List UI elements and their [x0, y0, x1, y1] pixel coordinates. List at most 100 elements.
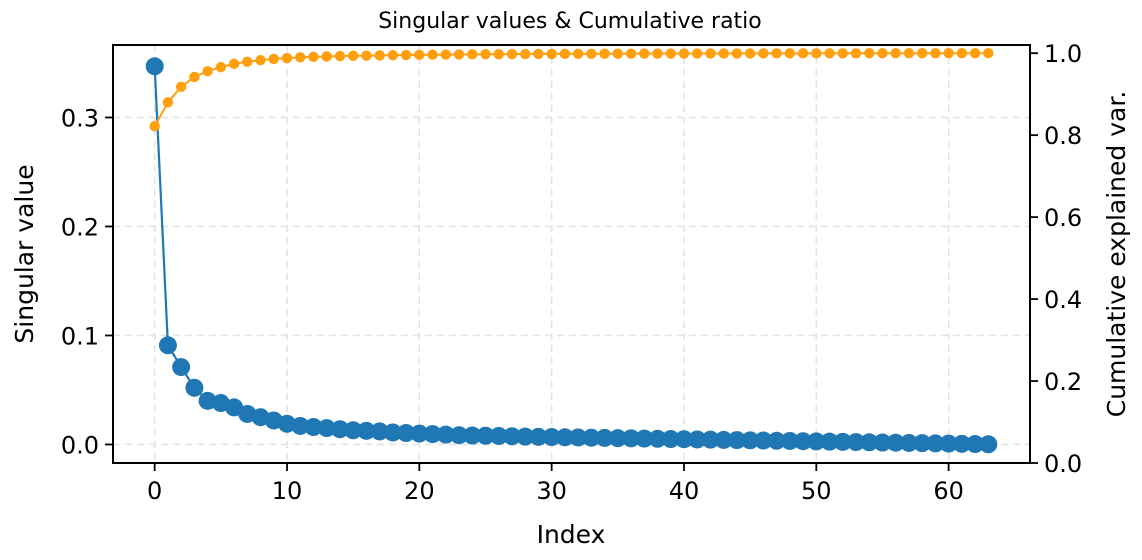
singular-value-point — [979, 435, 998, 454]
singular-value-point — [860, 433, 879, 452]
cumulative-point — [347, 50, 359, 62]
x-axis-label: Index — [537, 520, 606, 549]
singular-value-point — [608, 429, 627, 448]
singular-value-point — [516, 427, 535, 446]
singular-value-point — [635, 429, 654, 448]
singular-value-point — [370, 422, 389, 441]
singular-value-point — [873, 433, 892, 452]
singular-value-point — [833, 432, 852, 451]
cumulative-point — [493, 48, 504, 60]
y2-tick-label: 0.4 — [1044, 286, 1082, 314]
cumulative-point — [506, 48, 518, 60]
singular-value-point — [185, 378, 204, 397]
singular-value-series-line — [153, 66, 989, 446]
singular-value-line — [153, 66, 989, 446]
singular-value-point — [278, 414, 297, 433]
cumulative-point — [572, 48, 584, 60]
cumulative-point — [334, 50, 346, 62]
x-tick-label: 30 — [536, 477, 567, 505]
singular-value-point — [383, 423, 402, 442]
cumulative-point — [771, 48, 782, 59]
cumulative-point — [890, 48, 901, 59]
chart-title: Singular values & Cumulative ratio — [378, 9, 762, 34]
cumulative-point — [692, 48, 703, 59]
x-tick-label: 40 — [669, 477, 700, 505]
singular-value-point — [794, 432, 813, 451]
cumulative-point — [956, 47, 968, 59]
cumulative-point — [678, 48, 690, 59]
y2-axis-label: Cumulative explained var. — [1102, 91, 1131, 418]
cumulative-point — [969, 47, 981, 59]
cumulative-point — [758, 48, 769, 59]
y-tick-label: 0.1 — [61, 322, 99, 350]
singular-value-point — [966, 435, 985, 454]
y-tick-label: 0.2 — [61, 213, 99, 241]
singular-value-point — [674, 430, 693, 449]
cumulative-line — [153, 52, 989, 127]
axes: 0 10 20 30 40 50 60 0.0 0.1 0.2 0.3 0.0 0.2 0.4 0.6 0.8… — [61, 40, 1082, 505]
singular-value-point — [410, 424, 429, 443]
cumulative-point — [652, 48, 663, 59]
singular-value-point — [886, 433, 905, 452]
singular-value-point — [304, 418, 323, 437]
singular-value-point — [555, 428, 574, 447]
singular-value-point — [357, 421, 376, 440]
cumulative-point — [533, 48, 544, 60]
singular-value-point — [158, 336, 177, 355]
x-tick-label: 20 — [404, 477, 435, 505]
x-tick-label: 10 — [272, 477, 303, 505]
y2-tick-label: 0.2 — [1044, 368, 1082, 396]
cumulative-point — [242, 56, 253, 68]
singular-value-point — [807, 432, 826, 451]
singular-value-point — [846, 433, 865, 452]
cumulative-point — [612, 48, 624, 59]
cumulative-point — [202, 66, 213, 77]
y2-tick-label: 0.8 — [1044, 122, 1082, 150]
cumulative-point — [599, 48, 610, 59]
y2-tick-label: 0.6 — [1044, 204, 1082, 232]
cumulative-point — [321, 51, 332, 62]
singular-value-point — [529, 427, 548, 446]
cumulative-point — [639, 48, 650, 59]
singular-value-point — [688, 430, 707, 449]
cumulative-point — [414, 49, 425, 61]
cumulative-point — [453, 49, 465, 60]
cumulative-point — [175, 81, 187, 93]
cumulative-point — [864, 48, 875, 59]
singular-value-point — [172, 358, 191, 377]
y2-tick-label: 0.0 — [1044, 450, 1082, 478]
singular-value-point — [476, 426, 495, 445]
singular-value-point — [820, 432, 839, 451]
cumulative-point — [877, 48, 888, 59]
cumulative-point — [480, 49, 491, 60]
singular-value-series-points — [145, 57, 998, 454]
x-tick-label: 50 — [801, 477, 832, 505]
y-tick-label: 0.0 — [61, 431, 99, 459]
cumulative-point — [400, 49, 412, 61]
cumulative-point — [559, 48, 571, 60]
singular-value-point — [714, 430, 733, 449]
cumulative-point — [255, 54, 266, 66]
singular-value-point — [317, 419, 336, 438]
y-tick-label: 0.3 — [61, 104, 99, 132]
singular-value-point — [542, 428, 561, 447]
cumulative-point — [705, 48, 716, 59]
cumulative-point — [361, 50, 372, 61]
singular-value-point — [701, 430, 720, 449]
singular-value-point — [767, 431, 786, 450]
cumulative-point — [215, 61, 227, 73]
cumulative-series-points — [149, 47, 994, 132]
singular-value-point — [569, 428, 588, 447]
cumulative-series-line — [153, 52, 989, 127]
singular-value-point — [913, 434, 932, 453]
singular-value-point — [489, 426, 508, 445]
singular-value-point — [330, 420, 349, 439]
cumulative-point — [149, 120, 160, 132]
plot-frame — [112, 44, 1031, 464]
cumulative-point — [943, 47, 954, 59]
cumulative-point — [162, 97, 174, 108]
singular-value-point — [423, 425, 442, 444]
cumulative-point — [811, 48, 822, 59]
cumulative-point — [797, 48, 809, 59]
cumulative-point — [586, 48, 597, 59]
